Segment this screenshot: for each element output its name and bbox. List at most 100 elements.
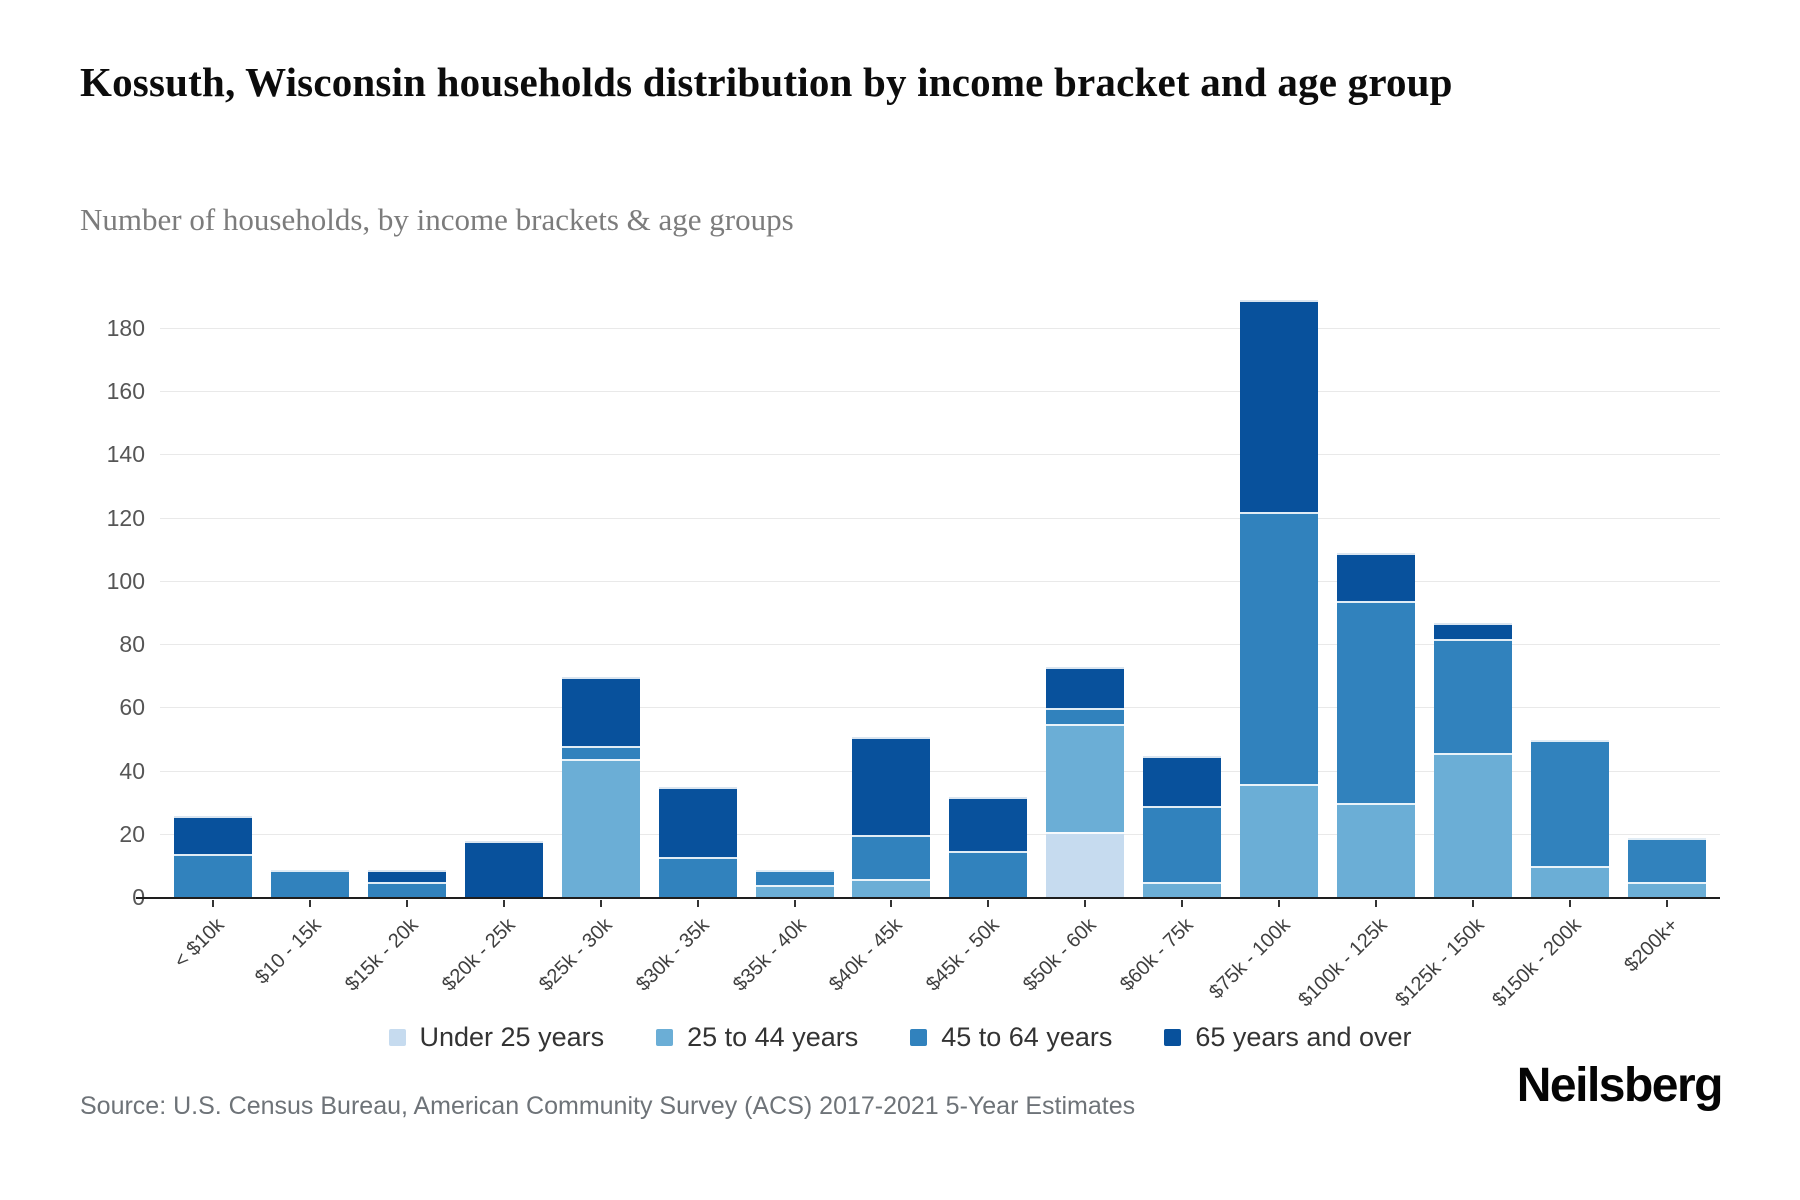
bar-segment[interactable] xyxy=(1143,755,1222,807)
x-axis-label: $60k - 75k xyxy=(1116,914,1198,996)
x-axis-tick xyxy=(890,900,893,907)
x-axis-tick xyxy=(987,900,990,907)
gridline xyxy=(160,327,1720,329)
legend-swatch-icon xyxy=(910,1029,928,1046)
x-axis-tick xyxy=(1084,900,1087,907)
x-axis-label: $50k - 60k xyxy=(1019,914,1101,996)
bar-group[interactable]: $150k - 200k xyxy=(1488,250,1609,1011)
bar-segment[interactable] xyxy=(658,856,737,898)
x-axis-tick xyxy=(696,900,699,907)
bar-group[interactable]: $20k - 25k xyxy=(438,250,543,996)
bar-segment[interactable] xyxy=(1240,300,1319,513)
x-axis-tick xyxy=(405,900,408,907)
bar-group[interactable]: $40k - 45k xyxy=(825,250,931,996)
bar-segment[interactable] xyxy=(367,882,446,898)
x-axis-label: $25k - 30k xyxy=(534,914,617,996)
x-axis-tick xyxy=(1375,900,1378,907)
bar-segment[interactable] xyxy=(755,869,834,886)
bar-segment[interactable] xyxy=(561,676,640,747)
bar-segment[interactable] xyxy=(270,869,349,898)
y-axis-tick-label: 80 xyxy=(119,631,145,657)
bar-segment[interactable] xyxy=(561,758,640,898)
bar-segment[interactable] xyxy=(174,815,252,854)
legend-label: 25 to 44 years xyxy=(687,1022,859,1052)
source-note: Source: U.S. Census Bureau, American Com… xyxy=(80,1092,1136,1120)
legend-item[interactable]: 25 to 44 years xyxy=(656,1022,858,1053)
x-axis-label: < $10k xyxy=(170,914,229,973)
y-axis-tick-label: 120 xyxy=(106,504,145,531)
y-axis-tick-label: 180 xyxy=(106,314,145,341)
y-axis-tick-label: 140 xyxy=(106,441,145,468)
bar-segment[interactable] xyxy=(464,841,543,898)
legend-item[interactable]: 65 years and over xyxy=(1164,1022,1412,1053)
bar-group[interactable]: $30k - 35k xyxy=(632,250,737,996)
plot-area: 020406080100120140160180 < $10k$10 - 15k… xyxy=(107,250,1720,1011)
bar-group[interactable]: $125k - 150k xyxy=(1391,250,1512,1011)
legend-item[interactable]: Under 25 years xyxy=(388,1022,604,1053)
bar-segment[interactable] xyxy=(1240,512,1319,785)
bar-segment[interactable] xyxy=(1240,784,1319,898)
x-axis-label: $15k - 20k xyxy=(340,914,423,996)
x-axis-tick xyxy=(1471,900,1474,907)
x-axis-tick xyxy=(1278,900,1281,907)
bar-segment[interactable] xyxy=(1046,667,1125,709)
bar-segment[interactable] xyxy=(561,746,640,759)
bar-segment[interactable] xyxy=(852,879,931,898)
x-axis-label: $75k - 100k xyxy=(1205,914,1295,1004)
bar-group[interactable]: $200k+ xyxy=(1620,250,1706,976)
bar-group[interactable]: $25k - 30k xyxy=(535,250,640,996)
bar-segment[interactable] xyxy=(1627,837,1706,883)
y-axis-tick-label: 60 xyxy=(119,694,145,721)
gridline xyxy=(160,707,1720,709)
bar-segment[interactable] xyxy=(1143,882,1222,898)
bar-group[interactable]: $10 - 15k xyxy=(251,250,349,989)
bar-segment[interactable] xyxy=(949,796,1028,851)
bar-segment[interactable] xyxy=(1627,882,1706,898)
bar-segment[interactable] xyxy=(1433,622,1512,639)
bar-segment[interactable] xyxy=(1337,553,1416,601)
bar-segment[interactable] xyxy=(949,850,1028,898)
legend-swatch-icon xyxy=(656,1029,674,1046)
bar-segment[interactable] xyxy=(658,787,737,857)
x-axis-label: $200k+ xyxy=(1620,914,1683,977)
bar-group[interactable]: $60k - 75k xyxy=(1116,250,1222,996)
bar-group[interactable]: $45k - 50k xyxy=(922,250,1028,996)
bar-segment[interactable] xyxy=(174,853,252,898)
bar-group[interactable]: < $10k xyxy=(170,250,252,972)
legend-swatch-icon xyxy=(388,1029,406,1046)
bar-segment[interactable] xyxy=(1046,831,1125,898)
bar-group[interactable]: $100k - 125k xyxy=(1294,250,1416,1011)
bar-segment[interactable] xyxy=(1530,739,1609,867)
bar-segment[interactable] xyxy=(1337,600,1416,804)
x-axis-label: $40k - 45k xyxy=(825,914,908,996)
bar-group[interactable]: $50k - 60k xyxy=(1019,250,1125,996)
x-axis-tick xyxy=(599,900,602,907)
bar-group[interactable]: $75k - 100k xyxy=(1205,250,1319,1003)
bar-segment[interactable] xyxy=(1337,803,1416,898)
bar-segment[interactable] xyxy=(1046,724,1125,832)
bar-segment[interactable] xyxy=(367,869,446,883)
bar-segment[interactable] xyxy=(1530,866,1609,898)
bar-segment[interactable] xyxy=(1143,806,1222,883)
bar-segment[interactable] xyxy=(1433,752,1512,898)
gridline xyxy=(160,580,1720,582)
gridline xyxy=(160,644,1720,645)
brand-logo[interactable]: Neilsberg xyxy=(1516,1059,1724,1112)
bar-group[interactable]: $15k - 20k xyxy=(341,250,446,996)
bar-segment[interactable] xyxy=(1046,708,1125,725)
bar-segment[interactable] xyxy=(852,834,931,880)
gridline xyxy=(160,517,1720,519)
gridline xyxy=(160,770,1720,772)
x-axis-label: $35k - 40k xyxy=(728,914,811,996)
x-axis-tick xyxy=(308,900,311,907)
bar-segment[interactable] xyxy=(1433,638,1512,753)
x-axis-label: $150k - 200k xyxy=(1488,914,1586,1012)
x-axis-label: $20k - 25k xyxy=(437,914,520,996)
legend-item[interactable]: 45 to 64 years xyxy=(910,1022,1112,1053)
bar-group[interactable]: $35k - 40k xyxy=(728,250,834,996)
x-axis-tick xyxy=(502,900,505,907)
chart-subtitle: Number of households, by income brackets… xyxy=(80,202,794,237)
bar-segment[interactable] xyxy=(852,736,931,835)
y-axis-tick-label: 40 xyxy=(119,757,145,784)
bar-segment[interactable] xyxy=(755,885,834,898)
